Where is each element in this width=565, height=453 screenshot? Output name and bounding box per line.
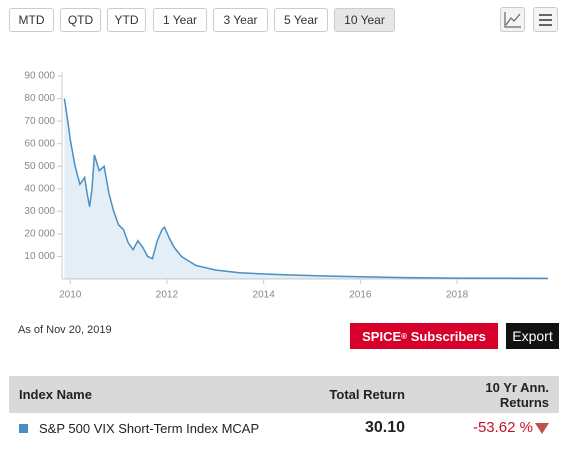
range-button[interactable]: 3 Year bbox=[213, 8, 268, 32]
range-button[interactable]: 5 Year bbox=[274, 8, 328, 32]
chart: 10 000 20 000 30 000 40 000 50 000 60 000 70 0… bbox=[24, 71, 549, 301]
x-tick-label: 2016 bbox=[349, 290, 372, 301]
range-button[interactable]: MTD bbox=[9, 8, 54, 32]
table-header: Index Name Total Return 10 Yr Ann. Retur… bbox=[9, 376, 559, 413]
x-tick-label: 2010 bbox=[59, 290, 82, 301]
index-name: S&P 500 VIX Short-Term Index MCAP bbox=[39, 421, 260, 436]
menu-icon[interactable] bbox=[533, 7, 558, 32]
y-tick-label: 80 000 bbox=[24, 93, 55, 104]
y-tick-label: 20 000 bbox=[24, 229, 55, 240]
y-tick-label: 10 000 bbox=[24, 251, 55, 262]
page: MTD QTD YTD 1 Year 3 Year 5 Year 10 Year 10 00… bbox=[9, 7, 559, 436]
series-swatch bbox=[19, 424, 28, 433]
range-button[interactable]: YTD bbox=[107, 8, 146, 32]
x-tick-label: 2014 bbox=[253, 290, 276, 301]
down-arrow bbox=[535, 423, 549, 434]
range-button[interactable]: 10 Year bbox=[334, 8, 395, 32]
chart-icon-glyph bbox=[504, 12, 521, 28]
annual-return: -53.62 % bbox=[472, 419, 533, 436]
x-tick-label: 2012 bbox=[156, 290, 179, 301]
chart-icon[interactable] bbox=[500, 7, 525, 32]
y-tick-label: 90 000 bbox=[24, 71, 55, 82]
range-button[interactable]: 1 Year bbox=[153, 8, 207, 32]
y-tick-label: 30 000 bbox=[24, 206, 55, 217]
y-tick-label: 70 000 bbox=[24, 116, 55, 127]
total-return: 30.10 bbox=[364, 419, 405, 436]
menu-icon-glyph bbox=[539, 14, 552, 26]
header-cell: Total Return bbox=[329, 387, 405, 402]
line bbox=[63, 98, 549, 280]
header-cell: 10 Yr Ann. Returns bbox=[485, 380, 549, 410]
header-cell: Index Name bbox=[19, 387, 92, 402]
y-tick-label: 40 000 bbox=[24, 183, 55, 194]
x-tick-label: 2018 bbox=[446, 290, 469, 301]
spice-suffix: Subscribers bbox=[410, 328, 486, 344]
export-button[interactable]: Export bbox=[506, 323, 559, 349]
y-tick-label: 50 000 bbox=[24, 161, 55, 172]
spice-button[interactable]: SPICE ® Subscribers bbox=[350, 323, 498, 349]
y-tick-label: 60 000 bbox=[24, 138, 55, 149]
registered-mark: ® bbox=[401, 331, 408, 341]
spice-label: SPICE bbox=[362, 328, 402, 344]
as-of-date: As of Nov 20, 2019 bbox=[18, 324, 112, 336]
area bbox=[64, 98, 549, 279]
table-row: S&P 500 VIX Short-Term Index MCAP 30.10 … bbox=[9, 413, 559, 453]
range-button[interactable]: QTD bbox=[60, 8, 101, 32]
